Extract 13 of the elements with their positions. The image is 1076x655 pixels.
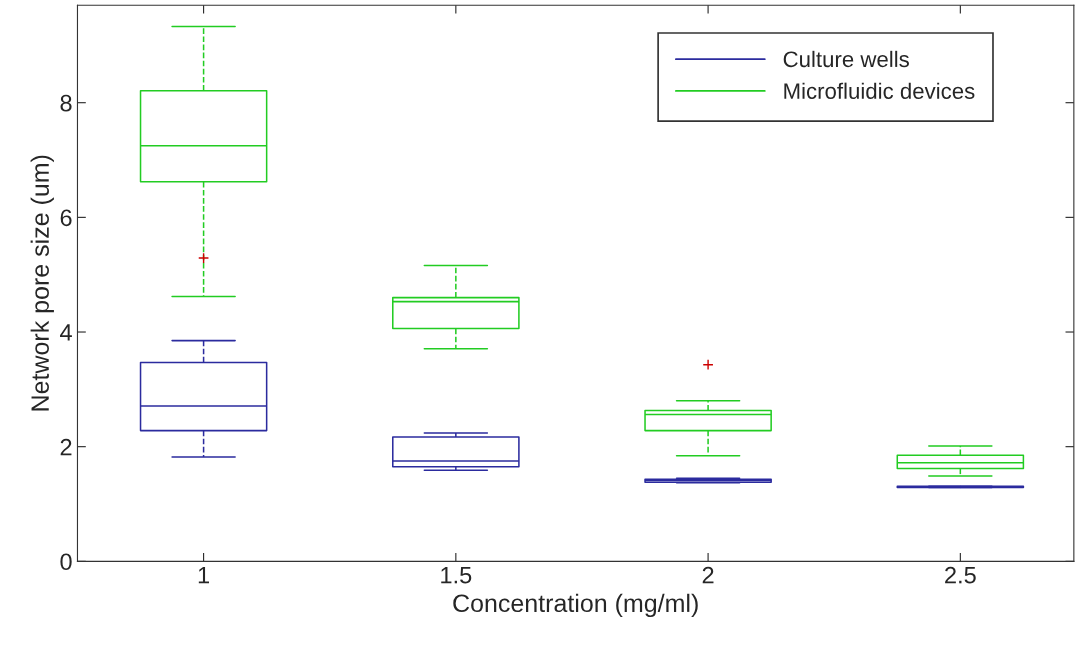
y-tick-label: 6 xyxy=(60,209,72,227)
x-tick-label: 2 xyxy=(702,566,714,584)
y-tick-label: 4 xyxy=(60,324,72,341)
x-tick-label: 1.5 xyxy=(441,567,472,584)
x-axis-title: Concentration (mg/ml) xyxy=(453,593,698,618)
legend-label: Microfluidic devices xyxy=(784,82,975,99)
x-tick-label: 2.5 xyxy=(945,566,976,584)
x-tick-label: 1 xyxy=(198,567,210,584)
legend-label: Culture wells xyxy=(783,50,909,68)
y-tick-label: 8 xyxy=(60,94,72,112)
y-axis-title: Network pore size (um) xyxy=(30,155,54,411)
y-tick-label: 0 xyxy=(60,553,72,571)
y-tick-label: 2 xyxy=(60,438,72,456)
